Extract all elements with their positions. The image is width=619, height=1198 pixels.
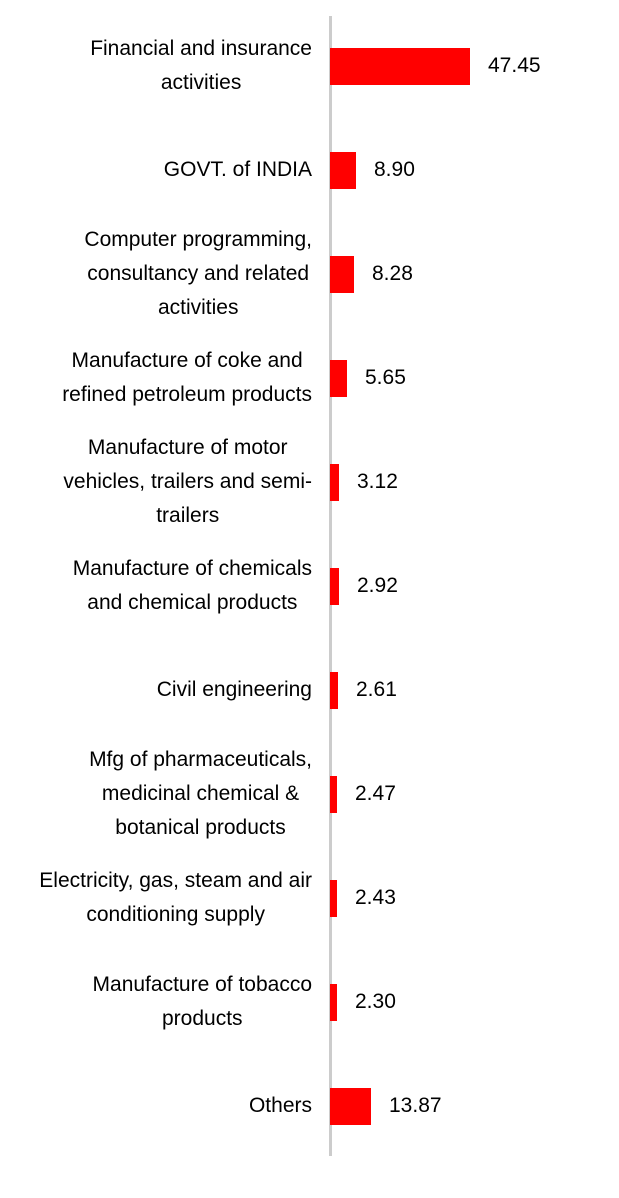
category-label: Electricity, gas, steam and air conditio… bbox=[39, 869, 312, 926]
category-label-cell: Financial and insurance activities bbox=[0, 32, 330, 100]
chart-row: Electricity, gas, steam and air conditio… bbox=[0, 846, 619, 950]
category-label-cell: Mfg of pharmaceuticals, medicinal chemic… bbox=[0, 743, 330, 845]
category-label: Civil engineering bbox=[156, 678, 312, 701]
chart-row: Financial and insurance activities 47.45 bbox=[0, 14, 619, 118]
bar bbox=[330, 879, 337, 917]
bar bbox=[330, 983, 337, 1021]
value-label: 3.12 bbox=[357, 470, 398, 493]
chart-row: Manufacture of chemicals and chemical pr… bbox=[0, 534, 619, 638]
bar-area: 3.12 bbox=[330, 430, 619, 534]
bar-area: 47.45 bbox=[330, 14, 619, 118]
category-label: GOVT. of INDIA bbox=[163, 158, 312, 181]
chart-row: Computer programming, consultancy and re… bbox=[0, 222, 619, 326]
category-label: Manufacture of tobacco products bbox=[92, 973, 312, 1030]
bar-area: 8.28 bbox=[330, 222, 619, 326]
category-label-cell: Computer programming, consultancy and re… bbox=[0, 223, 330, 325]
category-label: Manufacture of coke and refined petroleu… bbox=[62, 349, 312, 406]
category-label-cell: Manufacture of tobacco products bbox=[0, 968, 330, 1036]
bar-area: 2.43 bbox=[330, 846, 619, 950]
category-label: Manufacture of chemicals and chemical pr… bbox=[72, 557, 312, 614]
value-label: 13.87 bbox=[389, 1094, 442, 1117]
bar bbox=[330, 151, 356, 189]
bar-area: 13.87 bbox=[330, 1054, 619, 1158]
value-label: 47.45 bbox=[488, 54, 541, 77]
value-label: 5.65 bbox=[365, 366, 406, 389]
bar-area: 5.65 bbox=[330, 326, 619, 430]
category-label-cell: Manufacture of chemicals and chemical pr… bbox=[0, 552, 330, 620]
value-label: 8.90 bbox=[374, 158, 415, 181]
bar bbox=[330, 1087, 371, 1125]
bar bbox=[330, 775, 337, 813]
bar-area: 2.92 bbox=[330, 534, 619, 638]
category-label-cell: Manufacture of motor vehicles, trailers … bbox=[0, 431, 330, 533]
bar-area: 2.47 bbox=[330, 742, 619, 846]
category-label: Computer programming, consultancy and re… bbox=[84, 228, 312, 319]
category-label-cell: Others bbox=[0, 1089, 330, 1123]
bar bbox=[330, 671, 338, 709]
category-label: Manufacture of motor vehicles, trailers … bbox=[63, 436, 312, 527]
chart-row: GOVT. of INDIA 8.90 bbox=[0, 118, 619, 222]
chart-row: Civil engineering 2.61 bbox=[0, 638, 619, 742]
category-label: Others bbox=[248, 1094, 312, 1117]
bar bbox=[330, 47, 470, 85]
bar-area: 2.61 bbox=[330, 638, 619, 742]
chart-rows: Financial and insurance activities 47.45… bbox=[0, 14, 619, 1158]
value-label: 2.30 bbox=[355, 990, 396, 1013]
category-label-cell: Electricity, gas, steam and air conditio… bbox=[0, 864, 330, 932]
value-label: 8.28 bbox=[372, 262, 413, 285]
category-label-cell: Manufacture of coke and refined petroleu… bbox=[0, 344, 330, 412]
value-label: 2.61 bbox=[356, 678, 397, 701]
bar bbox=[330, 463, 339, 501]
value-label: 2.92 bbox=[357, 574, 398, 597]
bar bbox=[330, 567, 339, 605]
category-label-cell: GOVT. of INDIA bbox=[0, 153, 330, 187]
chart-row: Manufacture of tobacco products 2.30 bbox=[0, 950, 619, 1054]
value-label: 2.43 bbox=[355, 886, 396, 909]
category-label: Financial and insurance activities bbox=[90, 37, 312, 94]
chart-row: Manufacture of motor vehicles, trailers … bbox=[0, 430, 619, 534]
bar-area: 2.30 bbox=[330, 950, 619, 1054]
chart-row: Mfg of pharmaceuticals, medicinal chemic… bbox=[0, 742, 619, 846]
bar-area: 8.90 bbox=[330, 118, 619, 222]
bar bbox=[330, 359, 347, 397]
chart-row: Others 13.87 bbox=[0, 1054, 619, 1158]
bar bbox=[330, 255, 354, 293]
chart-row: Manufacture of coke and refined petroleu… bbox=[0, 326, 619, 430]
category-label-cell: Civil engineering bbox=[0, 673, 330, 707]
value-label: 2.47 bbox=[355, 782, 396, 805]
category-label: Mfg of pharmaceuticals, medicinal chemic… bbox=[89, 748, 312, 839]
